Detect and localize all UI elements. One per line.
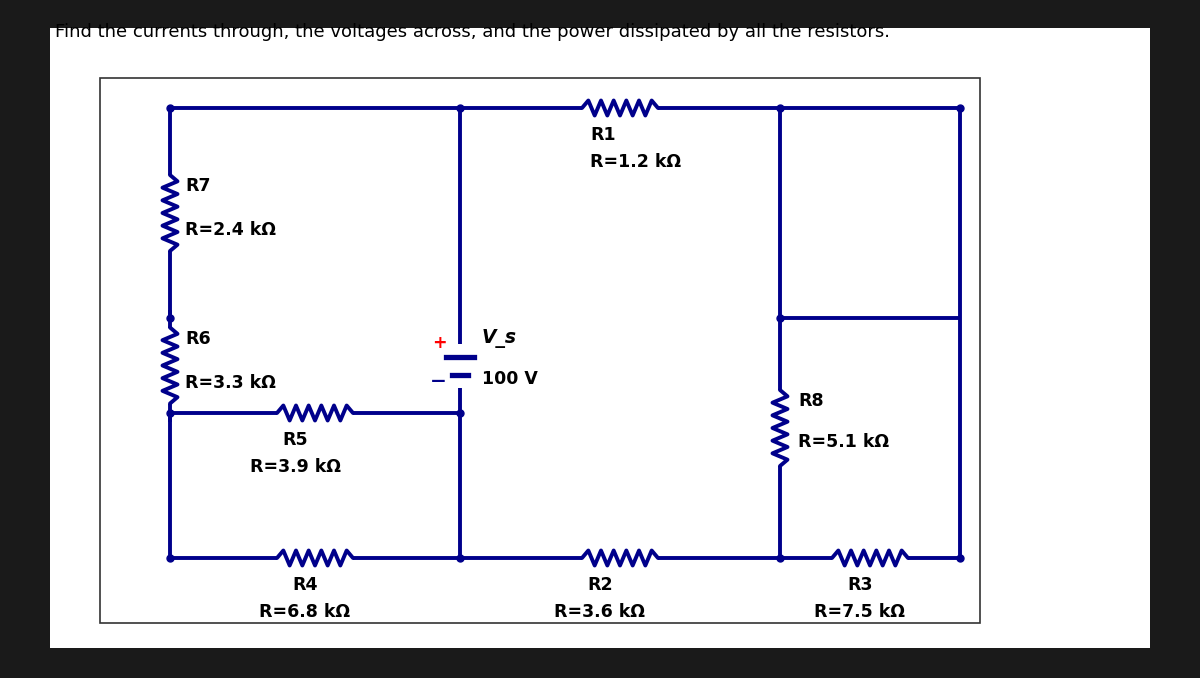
Text: +: +: [432, 334, 446, 353]
Text: 100 V: 100 V: [482, 370, 538, 388]
Text: R3: R3: [847, 576, 872, 594]
Text: R4: R4: [293, 576, 318, 594]
Text: R5: R5: [282, 431, 308, 449]
Text: R7: R7: [185, 177, 210, 195]
Text: R=3.9 kΩ: R=3.9 kΩ: [250, 458, 341, 476]
Text: R2: R2: [587, 576, 613, 594]
Text: R=2.4 kΩ: R=2.4 kΩ: [185, 221, 276, 239]
Text: R=1.2 kΩ: R=1.2 kΩ: [590, 153, 682, 171]
Bar: [100, 78, 980, 623]
Text: V_s: V_s: [482, 329, 517, 348]
Text: Find the currents through, the voltages across, and the power dissipated by all : Find the currents through, the voltages …: [55, 23, 890, 41]
Text: R1: R1: [590, 126, 616, 144]
Text: R=5.1 kΩ: R=5.1 kΩ: [798, 433, 889, 451]
Text: R=3.3 kΩ: R=3.3 kΩ: [185, 374, 276, 391]
Text: R=7.5 kΩ: R=7.5 kΩ: [815, 603, 906, 621]
Text: R=3.6 kΩ: R=3.6 kΩ: [554, 603, 646, 621]
Text: R8: R8: [798, 392, 823, 410]
Text: −: −: [430, 372, 446, 391]
Text: R=6.8 kΩ: R=6.8 kΩ: [259, 603, 350, 621]
Text: R6: R6: [185, 330, 211, 348]
